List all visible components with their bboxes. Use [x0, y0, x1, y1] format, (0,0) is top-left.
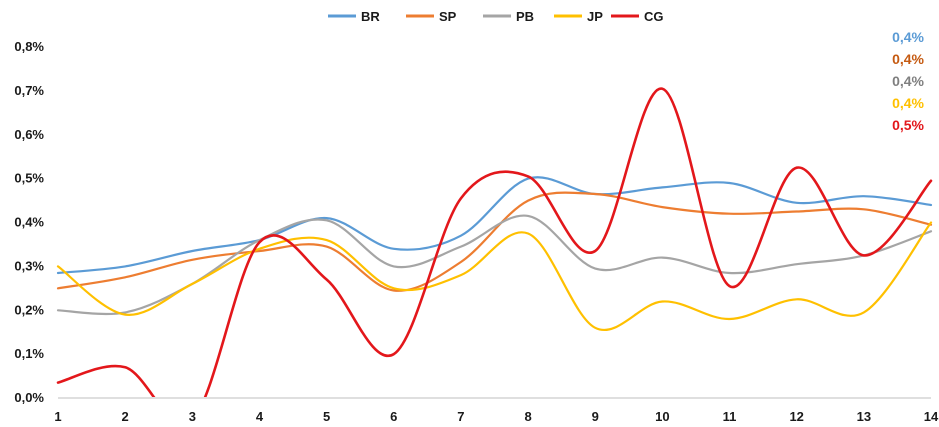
legend-item-pb: PB — [483, 9, 534, 24]
y-tick-label: 0,1% — [14, 346, 44, 361]
end-value-label: 0,4% — [892, 29, 924, 45]
x-axis: 1 2 3 4 5 6 7 8 9 10 11 12 13 14 — [54, 397, 939, 424]
x-tick-label: 11 — [723, 409, 737, 424]
y-tick-label: 0,4% — [14, 215, 44, 230]
x-tick-label: 6 — [390, 409, 397, 424]
series-line-sp — [56, 191, 933, 292]
x-tick-label: 12 — [789, 409, 803, 424]
end-value-label: 0,4% — [892, 95, 924, 111]
y-axis: 0,0% 0,1% 0,2% 0,3% 0,4% 0,5% 0,6% 0,7% 0,8% — [14, 39, 44, 405]
legend-label: JP — [587, 9, 603, 24]
x-tick-label: 10 — [655, 409, 669, 424]
legend-label: PB — [516, 9, 534, 24]
legend-item-sp: SP — [406, 9, 457, 24]
x-tick-label: 4 — [256, 409, 264, 424]
legend-item-jp: JP — [554, 9, 603, 24]
x-tick-label: 2 — [122, 409, 129, 424]
series-line-br — [56, 176, 933, 275]
y-tick-label: 0,6% — [14, 127, 44, 142]
series-line-cg — [56, 87, 933, 397]
chart-legend: BR SP PB JP CG — [328, 9, 664, 24]
series-line-jp — [56, 221, 933, 331]
y-tick-label: 0,0% — [14, 390, 44, 405]
y-tick-label: 0,7% — [14, 83, 44, 98]
x-tick-label: 9 — [592, 409, 599, 424]
x-tick-label: 3 — [189, 409, 196, 424]
end-value-label: 0,5% — [892, 117, 924, 133]
end-value-label: 0,4% — [892, 73, 924, 89]
x-tick-label: 5 — [323, 409, 330, 424]
legend-item-cg: CG — [611, 9, 664, 24]
legend-label: BR — [361, 9, 380, 24]
end-value-label: 0,4% — [892, 51, 924, 67]
legend-item-br: BR — [328, 9, 380, 24]
y-tick-label: 0,8% — [14, 39, 44, 54]
legend-label: CG — [644, 9, 664, 24]
y-tick-label: 0,3% — [14, 258, 44, 273]
series-lines — [56, 87, 933, 397]
x-tick-label: 8 — [524, 409, 531, 424]
end-labels: 0,4% 0,4% 0,4% 0,4% 0,5% — [892, 29, 924, 133]
x-tick-label: 7 — [457, 409, 464, 424]
legend-label: SP — [439, 9, 457, 24]
y-tick-label: 0,2% — [14, 302, 44, 317]
y-tick-label: 0,5% — [14, 171, 44, 186]
x-tick-label: 13 — [857, 409, 871, 424]
x-tick-label: 1 — [54, 409, 61, 424]
x-tick-label: 14 — [924, 409, 939, 424]
